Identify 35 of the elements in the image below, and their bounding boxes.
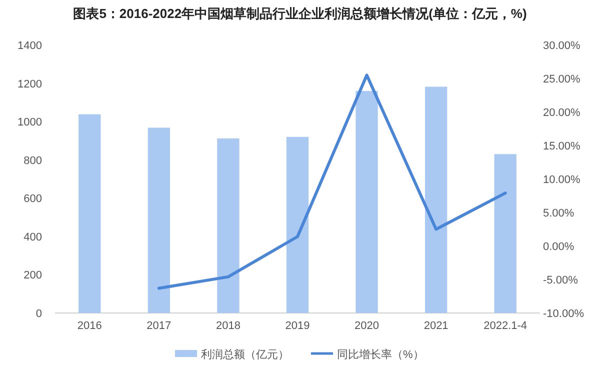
y-tick-label: 200 [24, 270, 42, 282]
x-tick-label: 2016 [77, 320, 102, 332]
y2-tick-label: 0.00% [543, 241, 574, 253]
y2-tick-label: 15.00% [543, 140, 581, 152]
y-tick-label: 0 [36, 308, 42, 320]
y-tick-label: 1200 [18, 78, 42, 90]
legend-label: 利润总额（亿元） [201, 348, 289, 361]
bar [494, 154, 516, 313]
bar [217, 138, 240, 313]
y2-tick-label: -5.00% [543, 274, 578, 286]
x-tick-label: 2021 [424, 320, 448, 332]
y2-tick-label: 20.00% [543, 107, 581, 119]
y2-tick-label: 10.00% [543, 174, 581, 186]
bar [78, 114, 101, 313]
x-tick-label: 2022.1-4 [484, 320, 528, 332]
y-tick-label: 1000 [18, 116, 42, 129]
bar [424, 86, 448, 313]
x-tick-label: 2019 [285, 320, 310, 332]
y-tick-label: 600 [24, 193, 42, 206]
y-tick-label: 1400 [18, 40, 42, 52]
y-tick-label: 400 [24, 231, 42, 244]
line-series [157, 74, 507, 290]
chart-title: 图表5：2016-2022年中国烟草制品行业企业利润总额增长情况(单位：亿元，%) [73, 6, 527, 21]
bar [148, 128, 170, 313]
legend-label: 同比增长率（%） [337, 348, 424, 361]
y2-tick-label: -10.00% [543, 308, 584, 320]
y2-tick-label: 25.00% [543, 74, 581, 86]
x-tick-label: 2017 [146, 320, 172, 332]
y-tick-label: 800 [24, 154, 42, 167]
y2-tick-label: 5.00% [543, 208, 574, 220]
bar [286, 136, 309, 313]
y2-tick-label: 30.00% [543, 40, 581, 52]
bar [356, 90, 378, 313]
x-tick-label: 2018 [216, 320, 240, 332]
x-tick-label: 2020 [354, 320, 380, 332]
